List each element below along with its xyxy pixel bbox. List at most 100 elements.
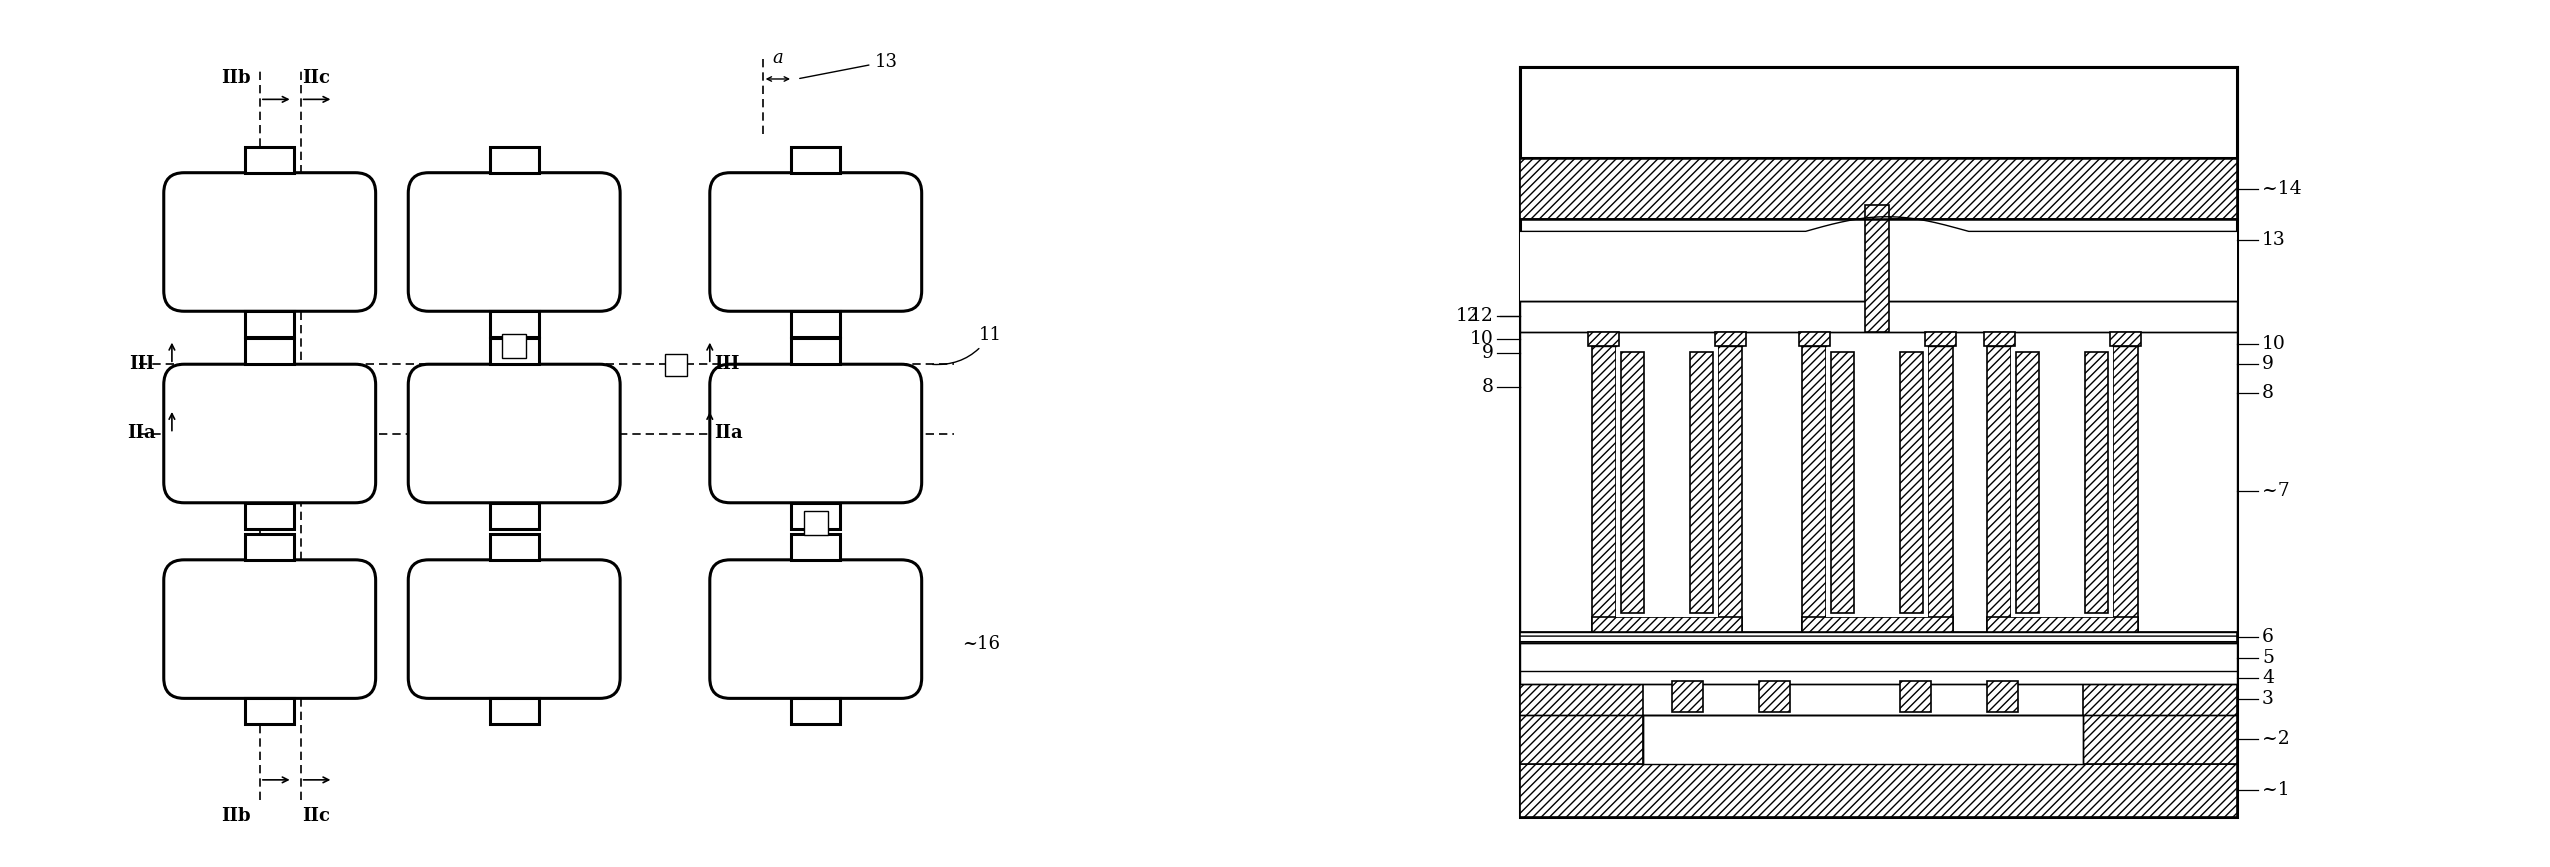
Bar bbox=[490, 699, 538, 725]
Text: 12: 12 bbox=[1469, 307, 1494, 325]
Bar bbox=[1520, 301, 2236, 331]
Text: 11: 11 bbox=[933, 326, 1002, 364]
Bar bbox=[790, 503, 839, 529]
FancyBboxPatch shape bbox=[709, 173, 921, 311]
Text: 3: 3 bbox=[2262, 690, 2275, 708]
Text: ~1: ~1 bbox=[2262, 781, 2290, 799]
Bar bbox=[1520, 674, 1642, 764]
Bar bbox=[245, 534, 293, 560]
Bar bbox=[1520, 643, 2236, 684]
FancyBboxPatch shape bbox=[163, 173, 375, 311]
FancyBboxPatch shape bbox=[709, 364, 921, 503]
Bar bbox=[1589, 331, 1619, 346]
Bar bbox=[245, 699, 293, 725]
Bar bbox=[1986, 346, 2012, 631]
Bar bbox=[2017, 352, 2040, 613]
Text: 12: 12 bbox=[1456, 307, 1479, 325]
Bar bbox=[1520, 67, 2236, 817]
Bar bbox=[490, 147, 538, 173]
Bar bbox=[1798, 331, 1828, 346]
Bar bbox=[1831, 352, 1854, 613]
Bar bbox=[1986, 681, 2017, 712]
Bar bbox=[1714, 331, 1747, 346]
Bar bbox=[2012, 346, 2114, 617]
Text: IIb: IIb bbox=[222, 806, 250, 825]
Bar bbox=[1520, 764, 2236, 817]
FancyBboxPatch shape bbox=[408, 364, 620, 503]
Text: ~7: ~7 bbox=[2262, 481, 2290, 499]
Text: ~14: ~14 bbox=[2262, 179, 2303, 198]
Bar bbox=[790, 147, 839, 173]
Text: IIb: IIb bbox=[222, 69, 250, 87]
Text: 10: 10 bbox=[1469, 330, 1494, 348]
Bar bbox=[1673, 681, 1703, 712]
Bar bbox=[1591, 617, 1742, 631]
Bar bbox=[1520, 631, 2236, 643]
Text: 9: 9 bbox=[2262, 355, 2275, 373]
Bar bbox=[1986, 617, 2137, 631]
Bar bbox=[490, 503, 538, 529]
FancyBboxPatch shape bbox=[408, 560, 620, 699]
Bar bbox=[1520, 747, 2236, 764]
Bar bbox=[1984, 331, 2015, 346]
Bar bbox=[1759, 681, 1790, 712]
Bar bbox=[1622, 352, 1645, 613]
Text: a: a bbox=[773, 49, 783, 67]
Text: 4: 4 bbox=[2262, 669, 2275, 687]
Bar bbox=[790, 311, 839, 337]
Bar bbox=[2083, 674, 2236, 764]
Bar bbox=[245, 338, 293, 364]
Bar bbox=[1719, 346, 1742, 631]
Text: IIc: IIc bbox=[303, 806, 332, 825]
Bar bbox=[490, 311, 538, 337]
Text: IIc: IIc bbox=[303, 69, 332, 87]
Text: IIa: IIa bbox=[714, 425, 742, 442]
Bar bbox=[1864, 205, 1890, 331]
FancyBboxPatch shape bbox=[709, 560, 921, 699]
Bar bbox=[2086, 352, 2109, 613]
Bar bbox=[490, 534, 538, 560]
Bar bbox=[1900, 681, 1930, 712]
Bar bbox=[1900, 352, 1923, 613]
Bar bbox=[1591, 346, 1617, 631]
Text: 9: 9 bbox=[1482, 344, 1494, 362]
Bar bbox=[490, 338, 538, 364]
Text: 6: 6 bbox=[2262, 629, 2275, 646]
Bar bbox=[790, 534, 839, 560]
Bar bbox=[245, 503, 293, 529]
Bar bbox=[1520, 158, 2236, 219]
Text: III: III bbox=[714, 355, 740, 373]
Bar bbox=[1928, 346, 1953, 631]
Bar bbox=[1520, 67, 2236, 158]
Bar bbox=[1803, 346, 1826, 631]
Text: 13: 13 bbox=[2262, 231, 2285, 249]
Bar bbox=[1617, 346, 1719, 617]
Bar bbox=[245, 311, 293, 337]
Text: 10: 10 bbox=[2262, 335, 2285, 353]
Bar bbox=[1691, 352, 1714, 613]
Bar bbox=[2109, 331, 2142, 346]
Text: 8: 8 bbox=[2262, 384, 2275, 401]
Text: IIa: IIa bbox=[128, 425, 156, 442]
Text: 8: 8 bbox=[1482, 378, 1494, 396]
FancyBboxPatch shape bbox=[163, 364, 375, 503]
FancyBboxPatch shape bbox=[408, 173, 620, 311]
Text: III: III bbox=[130, 355, 156, 373]
Bar bbox=[790, 699, 839, 725]
Bar bbox=[803, 511, 829, 535]
Bar bbox=[1520, 231, 2236, 301]
Bar bbox=[245, 147, 293, 173]
Bar bbox=[1803, 617, 1953, 631]
Bar bbox=[1642, 714, 2083, 764]
Bar bbox=[502, 334, 525, 358]
Bar bbox=[666, 355, 686, 376]
Text: ~2: ~2 bbox=[2262, 730, 2290, 748]
Bar bbox=[2114, 346, 2137, 631]
Bar bbox=[1520, 322, 2236, 631]
Text: 5: 5 bbox=[2262, 649, 2275, 667]
Text: ~16: ~16 bbox=[961, 636, 1000, 654]
Bar bbox=[1826, 346, 1928, 617]
Bar bbox=[790, 338, 839, 364]
Text: 13: 13 bbox=[801, 53, 898, 78]
Bar bbox=[1925, 331, 1956, 346]
